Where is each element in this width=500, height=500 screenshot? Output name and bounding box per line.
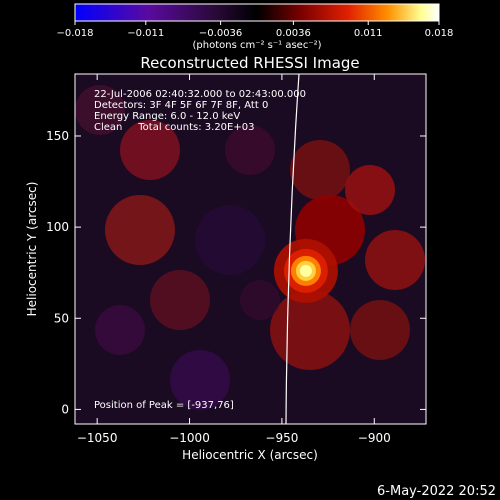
annotation-energy: Energy Range: 6.0 - 12.0 keV [94, 111, 240, 122]
colorbar [75, 4, 439, 21]
heatmap-blob [350, 300, 410, 360]
chart-title: Reconstructed RHESSI Image [140, 54, 359, 72]
heatmap-image [75, 74, 426, 424]
plot-frame [74, 73, 427, 425]
y-axis-ticks: 0 50 100 150 [46, 129, 426, 416]
x-tick-label: −1050 [77, 431, 118, 445]
heatmap-blob [105, 195, 175, 265]
colorbar-frame [74, 3, 440, 22]
heatmap-blob [195, 205, 265, 275]
peak-position-label: Position of Peak = [-937,76] [94, 400, 234, 411]
heatmap-blob [170, 350, 230, 410]
y-tick-label: 150 [46, 129, 69, 143]
heatmap-blob [75, 85, 125, 135]
colorbar-tick-label: 0.018 [425, 28, 454, 39]
solar-limb [285, 74, 300, 424]
y-tick-label: 0 [61, 402, 69, 416]
x-tick-label: −1000 [169, 431, 210, 445]
colorbar-tick-label: 0.011 [354, 28, 383, 39]
y-tick-label: 50 [54, 311, 69, 325]
heatmap-blob [150, 270, 210, 330]
colorbar-unit-label: (photons cm⁻² s⁻¹ asec⁻²) [192, 40, 321, 51]
heatmap-blob [270, 290, 350, 370]
annotation-detectors: Detectors: 3F 4F 5F 6F 7F 8F, Att 0 [94, 100, 268, 111]
colorbar-tick-label: −0.011 [127, 28, 164, 39]
heatmap-blob [120, 120, 180, 180]
heatmap-blob [345, 165, 395, 215]
annotation-clean: Clean Total counts: 3.20E+03 [94, 122, 254, 133]
heatmap-blob [225, 125, 275, 175]
x-tick-label: −900 [358, 431, 391, 445]
x-tick-label: −950 [265, 431, 298, 445]
colorbar-ticks: −0.018 −0.011 −0.0036 0.0036 0.011 0.018 [56, 21, 453, 39]
heatmap-blob [240, 280, 280, 320]
colorbar-tick-label: −0.018 [56, 28, 93, 39]
heatmap-blob [290, 140, 350, 200]
y-tick-label: 100 [46, 220, 69, 234]
peak-source [299, 264, 312, 277]
annotation-time: 22-Jul-2006 02:40:32.000 to 02:43:00.000 [94, 89, 306, 100]
heatmap-blob [95, 305, 145, 355]
x-axis-ticks: −1050 −1000 −950 −900 [77, 74, 391, 445]
footer-timestamp: 6-May-2022 20:52 [377, 484, 496, 499]
y-axis-label: Heliocentric Y (arcsec) [25, 182, 39, 317]
colorbar-tick-label: −0.0036 [199, 28, 242, 39]
x-axis-label: Heliocentric X (arcsec) [182, 448, 318, 462]
heatmap-blob [365, 230, 425, 290]
colorbar-tick-label: 0.0036 [276, 28, 311, 39]
